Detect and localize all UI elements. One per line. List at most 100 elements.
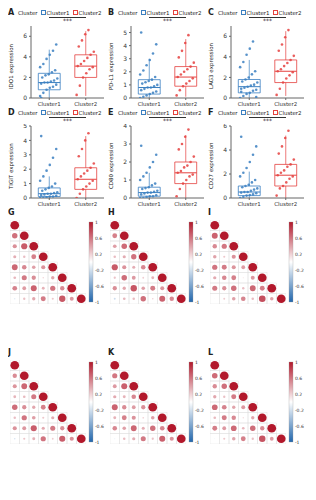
svg-text:2: 2: [23, 165, 27, 172]
html-text:Cluster1: Cluster1: [146, 109, 170, 116]
svg-text:0.2: 0.2: [195, 392, 202, 397]
html-text:Cluster2: Cluster2: [78, 9, 102, 16]
svg-text:-0.2: -0.2: [95, 268, 104, 273]
svg-text:-0.6: -0.6: [195, 424, 204, 429]
svg-text:0: 0: [223, 94, 227, 101]
svg-text:0: 0: [123, 94, 127, 101]
html-text:Cluster: Cluster: [118, 109, 138, 116]
html-text:B Cluster: B Cluster: [108, 8, 138, 17]
svg-text:2: 2: [223, 74, 227, 81]
svg-text:-0.2: -0.2: [295, 268, 304, 273]
svg-text:1: 1: [95, 360, 98, 365]
svg-text:Cluster2: Cluster2: [74, 201, 97, 207]
svg-text:6: 6: [223, 124, 227, 129]
svg-text:Cluster2: Cluster2: [274, 201, 297, 207]
svg-text:1: 1: [195, 220, 198, 225]
html-text:Cluster2: Cluster2: [78, 109, 102, 116]
svg-text:0: 0: [123, 194, 127, 201]
html-text:Cluster2: Cluster2: [278, 109, 302, 116]
svg-text:0.2: 0.2: [295, 392, 302, 397]
svg-text:5: 5: [23, 124, 27, 129]
svg-text:-0.6: -0.6: [95, 424, 104, 429]
html-text:H: H: [108, 208, 115, 217]
html-text:Cluster: Cluster: [218, 9, 238, 16]
svg-text:-0.6: -0.6: [295, 284, 304, 289]
html-text:Cluster1: Cluster1: [146, 9, 170, 16]
svg-text:0: 0: [223, 194, 227, 201]
html-text:IDO1 expression: IDO1 expression: [8, 43, 14, 89]
svg-text:0.6: 0.6: [295, 236, 302, 241]
svg-text:4: 4: [123, 124, 127, 129]
svg-text:1: 1: [295, 220, 298, 225]
svg-text:4: 4: [23, 137, 27, 144]
html-text:D Cluster: D Cluster: [8, 108, 38, 117]
svg-text:Cluster2: Cluster2: [74, 101, 97, 107]
svg-text:0.2: 0.2: [95, 392, 102, 397]
svg-text:1: 1: [195, 360, 198, 365]
html-text:Cluster: Cluster: [218, 109, 238, 116]
html-text:PD-L1 expression: PD-L1 expression: [108, 42, 114, 90]
svg-text:Cluster1: Cluster1: [238, 101, 261, 107]
svg-text:4: 4: [23, 53, 27, 60]
html-text:Cluster2: Cluster2: [178, 9, 202, 16]
svg-text:-0.6: -0.6: [95, 284, 104, 289]
svg-text:2: 2: [123, 158, 127, 165]
html-text:Cluster1: Cluster1: [46, 109, 70, 116]
html-text:Cluster1: Cluster1: [246, 9, 270, 16]
svg-text:1: 1: [123, 176, 127, 183]
svg-text:0: 0: [23, 194, 27, 201]
html-text:Cluster1: Cluster1: [46, 9, 70, 16]
svg-text:Cluster1: Cluster1: [238, 201, 261, 207]
svg-text:-0.2: -0.2: [195, 408, 204, 413]
svg-text:-1: -1: [195, 440, 200, 445]
svg-text:-0.2: -0.2: [295, 408, 304, 413]
html-text:Cluster2: Cluster2: [178, 109, 202, 116]
svg-text:1: 1: [23, 180, 27, 187]
html-text:K: K: [108, 348, 115, 357]
svg-text:0.6: 0.6: [95, 236, 102, 241]
svg-text:0.2: 0.2: [195, 252, 202, 257]
html-text:A Cluster: A Cluster: [8, 8, 38, 17]
svg-text:0.6: 0.6: [295, 376, 302, 381]
svg-text:Cluster2: Cluster2: [274, 101, 297, 107]
svg-text:3: 3: [123, 55, 127, 62]
svg-text:Cluster1: Cluster1: [138, 201, 161, 207]
svg-text:-1: -1: [195, 300, 200, 305]
svg-text:0.6: 0.6: [195, 376, 202, 381]
svg-text:-0.6: -0.6: [195, 284, 204, 289]
svg-text:Cluster2: Cluster2: [174, 201, 197, 207]
svg-text:0.2: 0.2: [295, 252, 302, 257]
svg-text:3: 3: [23, 151, 27, 158]
svg-text:0.6: 0.6: [95, 376, 102, 381]
svg-text:Cluster2: Cluster2: [174, 101, 197, 107]
svg-text:2: 2: [23, 74, 27, 81]
svg-text:2: 2: [123, 68, 127, 75]
svg-text:-1: -1: [295, 300, 300, 305]
svg-text:0: 0: [23, 94, 27, 101]
svg-text:-0.2: -0.2: [95, 408, 104, 413]
svg-text:Cluster1: Cluster1: [138, 101, 161, 107]
svg-text:-1: -1: [295, 440, 300, 445]
svg-text:-0.6: -0.6: [295, 424, 304, 429]
html-text:G: G: [8, 208, 15, 217]
svg-text:Cluster1: Cluster1: [38, 101, 61, 107]
svg-text:4: 4: [123, 42, 127, 49]
svg-text:1: 1: [295, 360, 298, 365]
svg-text:-1: -1: [95, 440, 100, 445]
svg-text:3: 3: [123, 140, 127, 147]
svg-text:6: 6: [23, 32, 27, 39]
svg-text:4: 4: [223, 146, 227, 153]
svg-text:Cluster1: Cluster1: [38, 201, 61, 207]
svg-text:0.6: 0.6: [195, 236, 202, 241]
html-text:Cluster1: Cluster1: [246, 109, 270, 116]
svg-text:-0.2: -0.2: [195, 268, 204, 273]
svg-text:2: 2: [223, 170, 227, 177]
svg-text:1: 1: [123, 81, 127, 88]
svg-text:6: 6: [223, 32, 227, 39]
svg-text:5: 5: [123, 29, 127, 36]
svg-text:4: 4: [223, 53, 227, 60]
html-text:Cluster2: Cluster2: [278, 9, 302, 16]
svg-text:-1: -1: [95, 300, 100, 305]
svg-text:1: 1: [95, 220, 98, 225]
svg-text:0.2: 0.2: [95, 252, 102, 257]
